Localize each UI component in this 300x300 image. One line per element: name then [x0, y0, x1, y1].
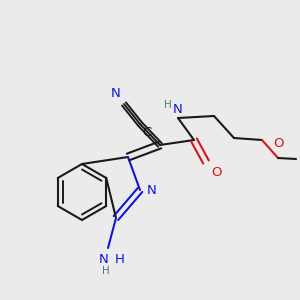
- Text: C: C: [142, 126, 151, 139]
- Text: O: O: [211, 166, 221, 179]
- Text: N: N: [99, 253, 109, 266]
- Text: H: H: [164, 100, 172, 110]
- Text: O: O: [274, 137, 284, 150]
- Text: N: N: [173, 103, 183, 116]
- Text: N: N: [147, 184, 157, 196]
- Text: H: H: [115, 253, 125, 266]
- Text: N: N: [111, 87, 121, 100]
- Text: H: H: [102, 266, 110, 276]
